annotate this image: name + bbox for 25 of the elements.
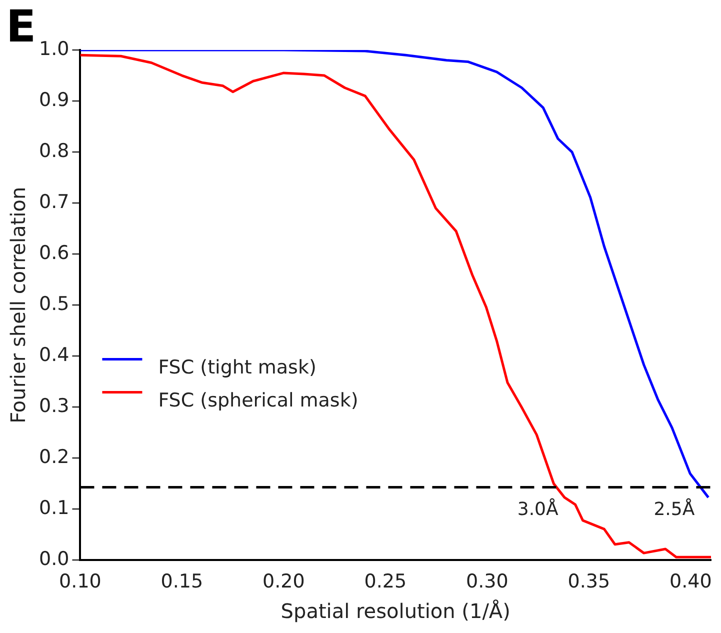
annotation: 2.5Å (654, 498, 696, 520)
y-tick-label: 0.1 (39, 497, 70, 520)
x-tick-label: 0.15 (160, 570, 204, 593)
y-tick-label: 0.4 (39, 344, 70, 366)
legend-label: FSC (spherical mask) (158, 390, 358, 412)
x-tick-label: 0.20 (262, 570, 305, 593)
x-tick-label: 0.40 (669, 570, 712, 593)
legend-label: FSC (tight mask) (158, 356, 316, 379)
x-tick-label: 0.35 (568, 570, 610, 593)
y-tick-label: 0.0 (39, 548, 70, 570)
x-tick-label: 0.30 (466, 570, 508, 593)
x-axis-title: Spatial resolution (1/Å) (280, 599, 510, 624)
y-tick-label: 0.5 (39, 293, 70, 316)
chart-title: E (6, 1, 36, 52)
y-tick-label: 0.2 (39, 446, 70, 468)
x-tick-label: 0.25 (364, 570, 407, 593)
y-tick-label: 0.9 (39, 88, 70, 111)
y-tick-label: 0.6 (39, 242, 70, 264)
x-tick-label: 0.10 (59, 570, 102, 593)
y-tick-label: 0.7 (39, 190, 70, 213)
y-axis-title: Fourier shell correlation (6, 186, 30, 424)
y-tick-label: 1.0 (39, 38, 70, 60)
y-tick-label: 0.8 (39, 140, 70, 162)
y-tick-label: 0.3 (39, 395, 70, 418)
annotation: 3.0Å (517, 498, 559, 520)
